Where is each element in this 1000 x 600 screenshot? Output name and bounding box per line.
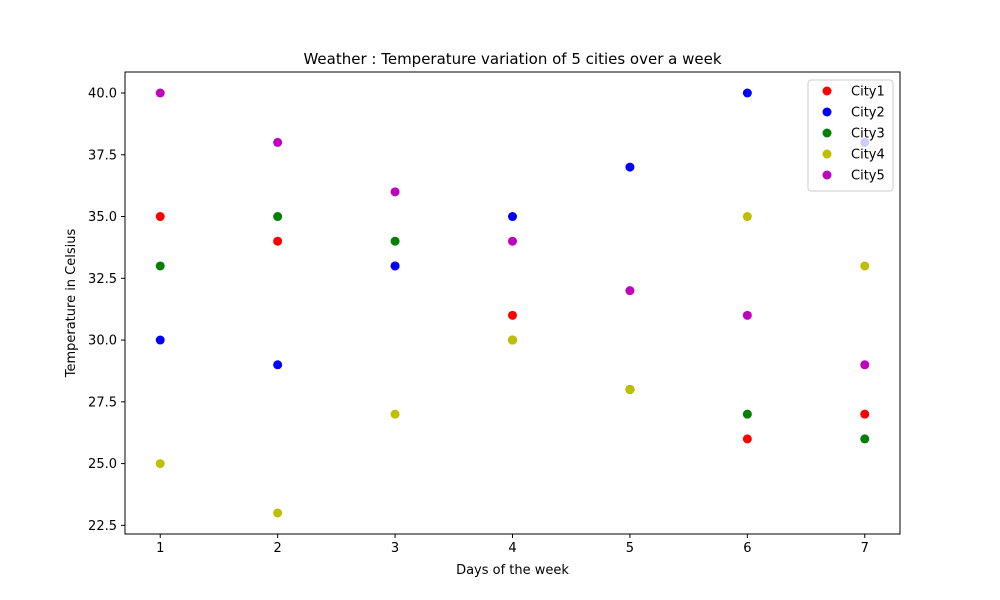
legend-box bbox=[807, 79, 894, 192]
y-tick-label: 25.0 bbox=[88, 457, 117, 472]
data-point-city2 bbox=[155, 335, 165, 345]
data-point-city5 bbox=[508, 236, 517, 246]
x-axis-label: Days of the week bbox=[456, 563, 569, 578]
y-tick-label: 30.0 bbox=[88, 334, 117, 349]
data-point-city2 bbox=[273, 360, 283, 370]
data-points bbox=[155, 88, 870, 518]
data-point-city4 bbox=[390, 409, 400, 419]
y-tick-label: 37.5 bbox=[88, 148, 117, 163]
y-tick-label: 35.0 bbox=[88, 210, 117, 225]
y-axis-ticks: 22.5 25.0 27.5 30.0 32.5 35.0 37.5 40.0 bbox=[88, 87, 125, 534]
y-tick-label: 27.5 bbox=[88, 395, 117, 410]
data-point-city1 bbox=[155, 212, 165, 222]
x-tick-label: 6 bbox=[743, 541, 751, 556]
data-point-city2 bbox=[508, 212, 517, 222]
data-point-city4 bbox=[273, 508, 283, 518]
data-point-city4 bbox=[625, 384, 635, 394]
legend-label: City2 bbox=[851, 106, 885, 121]
data-point-city5 bbox=[742, 310, 752, 320]
x-tick-label: 1 bbox=[156, 541, 164, 556]
data-point-city5 bbox=[625, 286, 635, 296]
y-tick-label: 22.5 bbox=[88, 519, 117, 534]
data-point-city3 bbox=[155, 261, 165, 271]
legend-label: City5 bbox=[851, 169, 885, 184]
data-point-city3 bbox=[860, 434, 870, 444]
series-city4 bbox=[155, 212, 870, 518]
data-point-city5 bbox=[273, 137, 283, 147]
legend-marker bbox=[822, 86, 832, 96]
legend: City1 City2 City3 City4 City5 bbox=[807, 79, 894, 192]
data-point-city5 bbox=[860, 360, 870, 370]
legend-marker bbox=[822, 170, 832, 180]
legend-marker bbox=[822, 107, 832, 117]
series-city1 bbox=[155, 212, 870, 444]
x-axis-ticks: 1 2 3 4 5 6 7 bbox=[156, 534, 869, 556]
data-point-city2 bbox=[625, 162, 635, 172]
data-point-city1 bbox=[273, 236, 283, 246]
x-tick-label: 4 bbox=[508, 541, 516, 556]
legend-label: City4 bbox=[851, 148, 885, 163]
legend-label: City1 bbox=[851, 85, 885, 100]
data-point-city3 bbox=[390, 236, 400, 246]
y-tick-label: 40.0 bbox=[88, 87, 117, 102]
data-point-city3 bbox=[273, 212, 283, 222]
x-tick-label: 2 bbox=[274, 541, 282, 556]
data-point-city1 bbox=[742, 434, 752, 444]
data-point-city3 bbox=[742, 409, 752, 419]
data-point-city4 bbox=[508, 335, 517, 345]
data-point-city4 bbox=[860, 261, 870, 271]
legend-label: City3 bbox=[851, 127, 885, 142]
data-point-city2 bbox=[742, 88, 752, 98]
data-point-city2 bbox=[390, 261, 400, 271]
series-city3 bbox=[155, 212, 870, 444]
data-point-city1 bbox=[508, 310, 517, 320]
data-point-city4 bbox=[742, 212, 752, 222]
series-city2 bbox=[155, 88, 870, 370]
y-tick-label: 32.5 bbox=[88, 272, 117, 287]
data-point-city5 bbox=[390, 187, 400, 197]
x-tick-label: 3 bbox=[391, 541, 399, 556]
data-point-city4 bbox=[155, 459, 165, 469]
y-axis-label: Temperature in Celsius bbox=[64, 229, 79, 379]
data-point-city1 bbox=[860, 409, 870, 419]
legend-marker bbox=[822, 128, 832, 138]
chart-title: Weather : Temperature variation of 5 cit… bbox=[303, 50, 721, 68]
x-tick-label: 7 bbox=[861, 541, 869, 556]
data-point-city5 bbox=[155, 88, 165, 98]
series-city5 bbox=[155, 88, 870, 370]
legend-marker bbox=[822, 149, 832, 159]
x-tick-label: 5 bbox=[626, 541, 634, 556]
plot-area-frame bbox=[124, 71, 901, 535]
